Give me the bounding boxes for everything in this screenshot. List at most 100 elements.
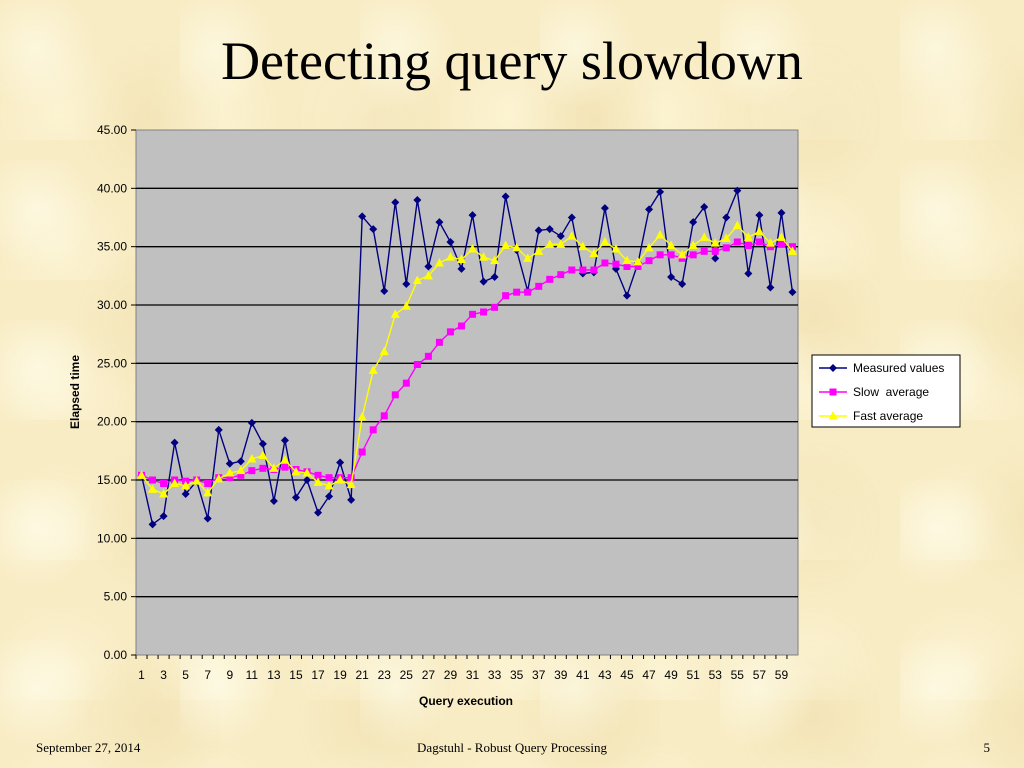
data-point [303, 476, 312, 484]
data-point [688, 240, 698, 249]
data-point [535, 282, 543, 290]
data-point [744, 242, 752, 249]
data-point [590, 266, 598, 274]
data-point [501, 240, 511, 249]
data-point [214, 425, 223, 434]
data-point [269, 497, 278, 505]
data-point [513, 288, 521, 296]
x-tick-label: 15 [289, 668, 303, 682]
data-point [281, 463, 289, 471]
data-point [567, 213, 576, 222]
x-axis-label: Query execution [419, 694, 513, 708]
data-point [622, 291, 631, 300]
data-point [313, 477, 323, 486]
data-point [656, 251, 664, 259]
data-point [733, 186, 742, 195]
x-tick-label: 31 [466, 668, 480, 682]
data-point [347, 474, 355, 482]
footer-date: September 27, 2014 [36, 740, 141, 755]
series-line [140, 187, 794, 526]
data-point [732, 220, 742, 230]
data-point [424, 262, 433, 271]
data-point [766, 283, 775, 292]
x-tick-label: 33 [488, 668, 502, 682]
data-point [456, 254, 466, 263]
y-tick-label: 45.00 [97, 123, 127, 137]
data-point [468, 211, 477, 220]
y-axis-ticks: 0.00 5.00 10.00 15.00 20.00 25.00 30.00 35.00 40… [97, 123, 136, 662]
data-point [291, 466, 301, 476]
series-layer [137, 186, 797, 529]
data-point [159, 512, 168, 521]
x-tick-label: 41 [576, 668, 590, 682]
y-tick-label: 5.00 [104, 590, 128, 604]
legend-marker [829, 388, 837, 396]
data-point [325, 474, 333, 482]
data-point [567, 231, 577, 240]
data-point [787, 246, 797, 255]
data-point [512, 242, 522, 252]
data-point [170, 438, 179, 447]
data-point [412, 275, 422, 284]
slide-number: 5 [983, 740, 991, 755]
data-point [556, 239, 566, 248]
data-point [777, 208, 786, 217]
data-point [358, 448, 366, 456]
data-point [225, 468, 235, 477]
data-point [469, 310, 477, 318]
data-point [468, 244, 478, 253]
data-point [733, 238, 741, 246]
data-point [445, 252, 455, 261]
data-point [754, 226, 764, 235]
data-point [302, 468, 312, 477]
x-tick-label: 25 [400, 668, 414, 682]
slide-title: Detecting query slowdown [221, 31, 803, 91]
x-tick-label: 19 [333, 668, 347, 682]
data-point [236, 457, 245, 466]
data-point [480, 308, 488, 316]
data-point [568, 266, 576, 274]
data-point [777, 240, 785, 248]
data-point [666, 240, 676, 249]
data-point [148, 484, 158, 493]
x-tick-label: 13 [267, 668, 281, 682]
x-tick-label: 37 [532, 668, 546, 682]
data-point [446, 328, 454, 336]
legend-box [811, 354, 961, 428]
data-point [160, 480, 168, 487]
data-point [765, 238, 775, 247]
data-point [258, 450, 268, 459]
legend-entry: Fast average [853, 409, 923, 423]
data-point [258, 439, 267, 448]
data-point [225, 459, 234, 468]
data-point [788, 288, 797, 297]
data-point [700, 203, 709, 211]
data-point [379, 346, 389, 356]
data-point [402, 379, 410, 387]
data-point [524, 288, 532, 296]
data-point [390, 309, 400, 318]
data-point [490, 255, 500, 265]
x-tick-label: 57 [753, 668, 767, 682]
data-point [556, 232, 565, 241]
x-tick-label: 39 [554, 668, 568, 682]
data-point [170, 478, 180, 487]
data-point [335, 475, 345, 484]
data-point [711, 247, 719, 255]
data-point [491, 303, 499, 311]
y-tick-label: 10.00 [97, 531, 127, 545]
data-point [424, 352, 432, 360]
data-point [181, 490, 190, 498]
data-point [601, 259, 609, 267]
data-point [644, 242, 654, 252]
data-point [479, 277, 488, 286]
data-point [534, 246, 544, 255]
data-point [236, 465, 246, 475]
data-point [600, 204, 609, 213]
legend-entry: Measured values [853, 361, 944, 375]
data-point [346, 479, 356, 489]
x-tick-label: 53 [709, 668, 723, 682]
x-tick-label: 51 [687, 668, 701, 682]
data-point [689, 218, 698, 227]
data-point [645, 257, 653, 265]
